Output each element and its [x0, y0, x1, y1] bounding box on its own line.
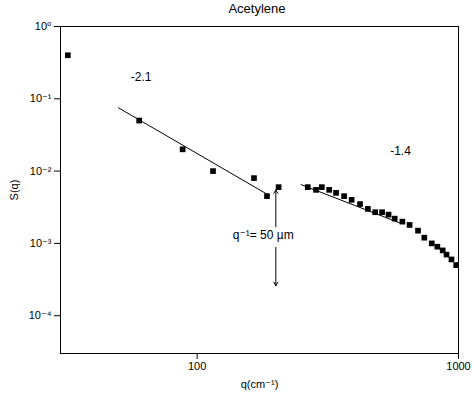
svg-text:-1.4: -1.4 — [390, 144, 411, 158]
svg-text:q(cm⁻¹): q(cm⁻¹) — [241, 378, 279, 390]
svg-text:10⁻⁴: 10⁻⁴ — [29, 309, 52, 321]
svg-text:q⁻¹= 50 µm: q⁻¹= 50 µm — [233, 228, 294, 242]
svg-text:100: 100 — [188, 360, 206, 372]
svg-text:10⁻³: 10⁻³ — [30, 237, 52, 249]
svg-text:10⁻¹: 10⁻¹ — [30, 92, 52, 104]
svg-text:S(q): S(q) — [8, 180, 20, 201]
svg-text:10⁻²: 10⁻² — [30, 165, 52, 177]
html-text:Acetylene: Acetylene — [228, 1, 286, 16]
svg-text:1000: 1000 — [446, 360, 470, 372]
svg-text:-2.1: -2.1 — [131, 70, 152, 84]
svg-text:10⁰: 10⁰ — [35, 20, 52, 32]
